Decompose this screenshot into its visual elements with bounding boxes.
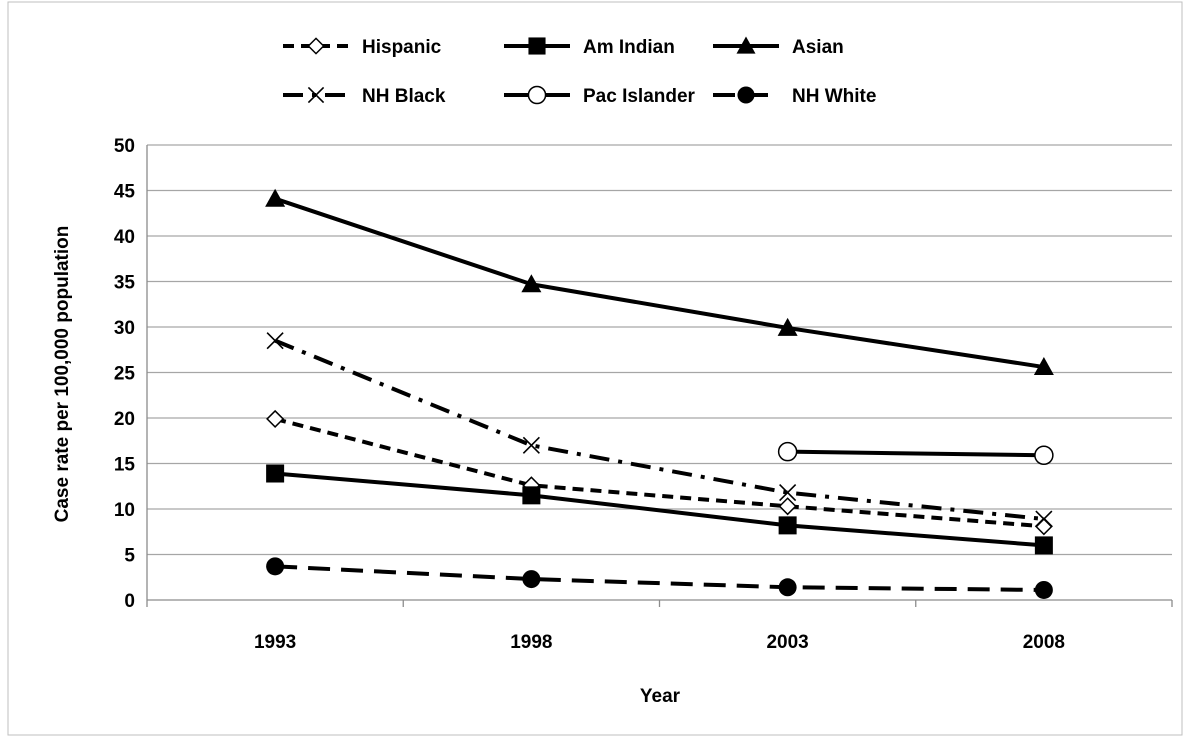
legend-marker-nh-black — [307, 86, 325, 104]
y-tick-label: 20 — [114, 409, 135, 430]
series-lines — [274, 196, 1045, 592]
data-point-am-indian — [266, 464, 285, 483]
legend-item-asian: Asian — [713, 36, 844, 58]
data-point-am-indian — [1034, 536, 1053, 555]
y-tick-label: 5 — [124, 546, 135, 567]
y-tick-label: 15 — [114, 455, 136, 476]
data-point-hispanic — [266, 409, 285, 428]
x-tick-label: 2003 — [766, 632, 808, 653]
legend-label-nh-black: NH Black — [362, 86, 446, 107]
legend-label-hispanic: Hispanic — [362, 37, 442, 58]
y-axis-title: Case rate per 100,000 population — [52, 226, 73, 523]
legend-item-nh-white: NH White — [713, 86, 876, 107]
legend-item-am-indian: Am Indian — [504, 37, 675, 58]
legend: Hispanic Am Indian Asian NH Black Pac Island… — [283, 36, 876, 107]
y-tick-label: 50 — [114, 136, 135, 157]
grid — [147, 144, 1172, 556]
y-tick-label: 10 — [114, 500, 135, 521]
legend-marker-hispanic — [307, 37, 325, 55]
data-point-am-indian — [522, 486, 541, 505]
data-point-nh-white — [522, 570, 541, 589]
series-line-nh-black — [274, 338, 1045, 521]
data-point-nh-white — [1034, 580, 1053, 599]
axes: 0 5 10 15 20 25 30 35 40 45 50 1993 1998 2003 2008 — [114, 136, 1173, 653]
y-tick-label: 40 — [114, 227, 135, 248]
x-axis-title: Year — [640, 686, 681, 707]
chart-frame — [7, 1, 1183, 736]
data-point-asian — [265, 188, 286, 207]
legend-marker-nh-white — [737, 86, 755, 104]
series-line-pac-islander — [787, 449, 1044, 458]
data-point-nh-white — [266, 557, 285, 576]
y-tick-label: 35 — [114, 273, 136, 294]
data-point-nh-black — [266, 332, 284, 350]
data-point-asian — [521, 274, 542, 293]
data-point-am-indian — [778, 516, 797, 535]
data-point-nh-black — [1035, 510, 1053, 528]
x-tick-label: 2008 — [1023, 632, 1065, 653]
legend-label-am-indian: Am Indian — [583, 37, 675, 58]
legend-marker-asian — [736, 36, 756, 54]
y-tick-label: 30 — [114, 318, 135, 339]
series-line-hispanic — [274, 416, 1045, 529]
data-point-nh-white — [778, 578, 797, 597]
series-line-am-indian — [274, 471, 1045, 548]
data-point-pac-islander — [777, 441, 798, 462]
legend-label-pac-islander: Pac Islander — [583, 86, 696, 107]
legend-label-asian: Asian — [792, 37, 844, 58]
data-point-pac-islander — [1034, 445, 1054, 466]
series-markers — [265, 188, 1054, 599]
x-tick-label: 1998 — [510, 632, 552, 653]
series-line-asian — [274, 196, 1045, 370]
data-point-asian — [1033, 357, 1054, 376]
legend-label-nh-white: NH White — [792, 86, 876, 107]
legend-marker-pac-islander — [527, 85, 547, 105]
data-point-asian — [777, 317, 798, 336]
y-tick-label: 0 — [124, 591, 135, 612]
series-line-nh-white — [275, 564, 1044, 592]
legend-item-nh-black: NH Black — [283, 86, 446, 107]
x-tick-label: 1993 — [254, 632, 296, 653]
data-point-nh-black — [522, 436, 540, 454]
legend-marker-am-indian — [528, 37, 546, 55]
data-point-hispanic — [778, 497, 797, 516]
y-tick-label: 25 — [114, 364, 136, 385]
legend-item-pac-islander: Pac Islander — [504, 85, 696, 107]
data-point-nh-black — [779, 484, 797, 502]
y-tick-label: 45 — [114, 182, 136, 203]
legend-item-hispanic: Hispanic — [283, 37, 442, 58]
